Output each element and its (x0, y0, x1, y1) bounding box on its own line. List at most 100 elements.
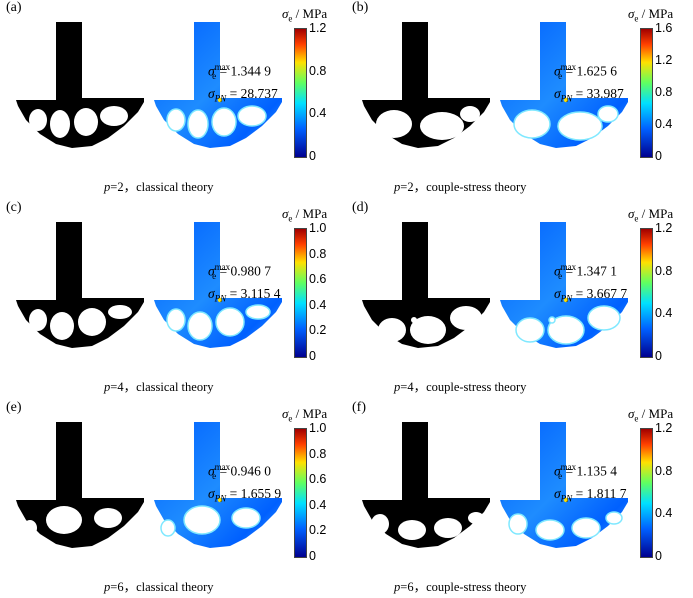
void-hole (547, 315, 585, 345)
colorbar-tick-label: 0 (309, 549, 316, 563)
pn-stress-annotation: σPN = 33.987 (554, 86, 624, 104)
colorbar-title: σe / MPa (628, 206, 674, 224)
panel-label: (e) (6, 400, 22, 415)
colorbar-tick-label: 0.4 (309, 106, 327, 121)
colorbar-tick-label: 0 (309, 349, 316, 363)
colorbar-tick-label: 0.6 (309, 272, 327, 287)
void-hole (587, 305, 621, 331)
colorbar (640, 228, 653, 358)
panel-caption: p=6，classical theory (104, 580, 214, 594)
colorbar-tick-label: 0 (655, 349, 662, 363)
void-hole (460, 106, 480, 122)
void-hole (78, 308, 106, 336)
pn-stress-annotation: σPN = 1.655 9 (208, 486, 282, 504)
colorbar (640, 428, 653, 558)
colorbar-tick-label: 1.2 (655, 221, 673, 235)
stress-hotspot (563, 497, 569, 503)
void-hole (420, 112, 464, 140)
topology-shape (16, 222, 144, 348)
figure-panel: (f) σe / MPa 1.2 0.8 0.4 0 σmaxe = 1.135 4 σPN … (346, 400, 692, 598)
void-hole (434, 518, 462, 538)
figure-panel: (d) σe / MPa 1.2 0.8 0.4 0 σmaxe = 1.347 1 σPN … (346, 200, 692, 398)
panel-label: (c) (6, 200, 22, 215)
void-hole (50, 312, 74, 340)
colorbar-tick-label: 0 (309, 149, 316, 163)
void-hole (378, 318, 406, 342)
figure-panel: (a) σe / MPa 1.2 0.8 0.4 0 σmaxe = 1.344 9 σPN … (0, 0, 346, 198)
colorbar-tick-label: 1.6 (655, 21, 673, 35)
colorbar-title: σe / MPa (282, 206, 328, 224)
stress-contour-plot (500, 22, 628, 148)
max-stress-annotation: σmaxe = 1.135 4 (554, 462, 618, 482)
colorbar-title: σe / MPa (628, 406, 674, 424)
stress-hotspot (217, 497, 223, 503)
stress-hotspot (217, 97, 223, 103)
colorbar-tick-label: 0.4 (309, 297, 327, 312)
pn-stress-annotation: σPN = 3.115 4 (208, 286, 281, 304)
colorbar-title: σe / MPa (282, 406, 328, 424)
pn-stress-annotation: σPN = 28.737 (208, 86, 278, 104)
stress-hotspot (217, 297, 223, 303)
void-hole (376, 110, 412, 138)
void-hole (166, 108, 186, 132)
void-hole (94, 508, 122, 528)
stress-contour-plot (500, 222, 628, 348)
stress-contour-plot (500, 422, 628, 548)
void-hole (231, 507, 261, 529)
void-hole (371, 514, 389, 534)
colorbar-tick-label: 0.4 (309, 497, 327, 512)
void-hole (183, 505, 221, 535)
colorbar-tick-label: 1.2 (309, 21, 327, 35)
void-hole (597, 105, 619, 123)
void-hole (74, 108, 98, 136)
panel-caption: p=4，classical theory (104, 380, 214, 394)
stress-contour-plot (154, 222, 282, 348)
pn-stress-annotation: σPN = 3.667 7 (554, 286, 628, 304)
panel-label: (d) (352, 200, 369, 215)
colorbar (294, 28, 307, 158)
topology-shape (362, 222, 490, 348)
void-hole (398, 520, 426, 540)
void-hole (215, 307, 245, 337)
colorbar-tick-label: 0.4 (655, 506, 673, 521)
colorbar-tick-label: 0.8 (309, 446, 327, 461)
colorbar-tick-label: 0.8 (309, 63, 327, 78)
panel-label: (b) (352, 0, 369, 15)
void-hole (515, 317, 545, 343)
void-hole (571, 517, 601, 539)
figure-panel: (e) σe / MPa 1.0 0.8 0.6 0.4 0.2 0 σmaxe = 0.946… (0, 400, 346, 598)
panel-caption: p=2，classical theory (104, 180, 214, 194)
void-hole (108, 305, 132, 319)
colorbar-tick-label: 0.2 (309, 323, 327, 338)
void-hole (160, 519, 176, 537)
topology-shape (362, 22, 490, 148)
stress-contour-plot (154, 422, 282, 548)
colorbar-tick-label: 1.2 (655, 421, 673, 435)
max-stress-annotation: σmaxe = 1.347 1 (554, 262, 618, 282)
colorbar-tick-label: 0 (655, 549, 662, 563)
structure-body (500, 422, 628, 548)
void-hole (187, 109, 209, 139)
void-hole (450, 306, 482, 330)
void-hole (245, 304, 271, 320)
void-hole (237, 105, 267, 127)
panel-label: (f) (352, 400, 366, 415)
void-hole (50, 110, 70, 138)
topology-shape (16, 422, 144, 548)
void-hole (187, 311, 213, 341)
max-stress-annotation: σmaxe = 0.980 7 (208, 262, 272, 282)
panel-caption: p=6，couple-stress theory (394, 580, 527, 594)
colorbar-tick-label: 0.4 (655, 117, 673, 131)
void-hole (508, 513, 528, 535)
colorbar (294, 428, 307, 558)
void-hole (100, 106, 128, 126)
void-hole (410, 316, 446, 344)
void-hole (166, 308, 186, 332)
void-hole (29, 309, 47, 331)
figure-panel: (c) σe / MPa 1.0 0.8 0.6 0.4 0.2 0 σmaxe = 0.980… (0, 200, 346, 398)
void-hole (411, 317, 417, 323)
max-stress-annotation: σmaxe = 0.946 0 (208, 462, 272, 482)
topology-shape (16, 22, 144, 148)
colorbar-tick-label: 1.0 (309, 221, 327, 235)
panel-caption: p=2，couple-stress theory (394, 180, 527, 194)
